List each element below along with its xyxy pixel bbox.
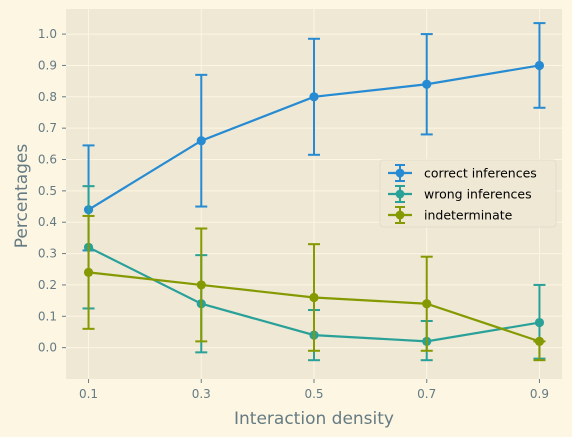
y-tick-label: 0.6 — [38, 153, 57, 167]
data-point — [309, 292, 319, 303]
x-axis-ticks: 0.1 0.3 0.5 0.7 0.9 — [79, 379, 549, 401]
legend-label: correct inferences — [424, 166, 537, 181]
y-tick-label: 0.2 — [38, 278, 57, 292]
y-axis-label: Percentages — [12, 144, 32, 249]
x-tick-label: 0.3 — [192, 387, 211, 401]
data-point — [534, 317, 545, 328]
y-tick-label: 0.0 — [38, 341, 57, 355]
y-axis-ticks: 0.0 0.1 0.2 0.3 0.4 0.5 0.6 0.7 0.8 0.9 1.0 — [38, 27, 66, 355]
y-tick-label: 0.7 — [38, 121, 57, 135]
x-tick-label: 0.5 — [304, 387, 323, 401]
series-correct-inferences — [82, 22, 546, 252]
data-point — [534, 336, 545, 346]
data-point — [196, 136, 206, 146]
legend-label: indeterminate — [424, 208, 513, 223]
x-tick-label: 0.9 — [530, 387, 549, 401]
data-point — [83, 267, 94, 277]
series-indeterminate — [82, 214, 546, 362]
legend-label: wrong inferences — [424, 187, 532, 202]
y-tick-label: 0.1 — [38, 309, 57, 323]
y-tick-label: 0.3 — [38, 247, 57, 261]
y-tick-label: 0.9 — [38, 58, 57, 72]
data-point — [422, 79, 432, 89]
x-tick-label: 0.7 — [417, 387, 436, 401]
data-point — [196, 280, 206, 290]
legend: correct inferences wrong inferences indete… — [379, 159, 557, 228]
data-point — [534, 60, 545, 71]
x-tick-label: 0.1 — [79, 387, 98, 401]
legend-box — [379, 159, 557, 228]
y-tick-label: 0.4 — [38, 215, 57, 229]
y-tick-label: 0.8 — [38, 90, 57, 104]
y-tick-label: 1.0 — [38, 27, 57, 41]
legend-marker — [395, 168, 405, 178]
legend-marker — [395, 189, 405, 199]
data-point — [422, 299, 432, 309]
y-tick-label: 0.5 — [38, 184, 57, 198]
legend-marker — [395, 210, 405, 220]
x-axis-label: Interaction density — [234, 409, 394, 429]
series-layer — [82, 22, 546, 362]
data-point — [309, 92, 319, 102]
